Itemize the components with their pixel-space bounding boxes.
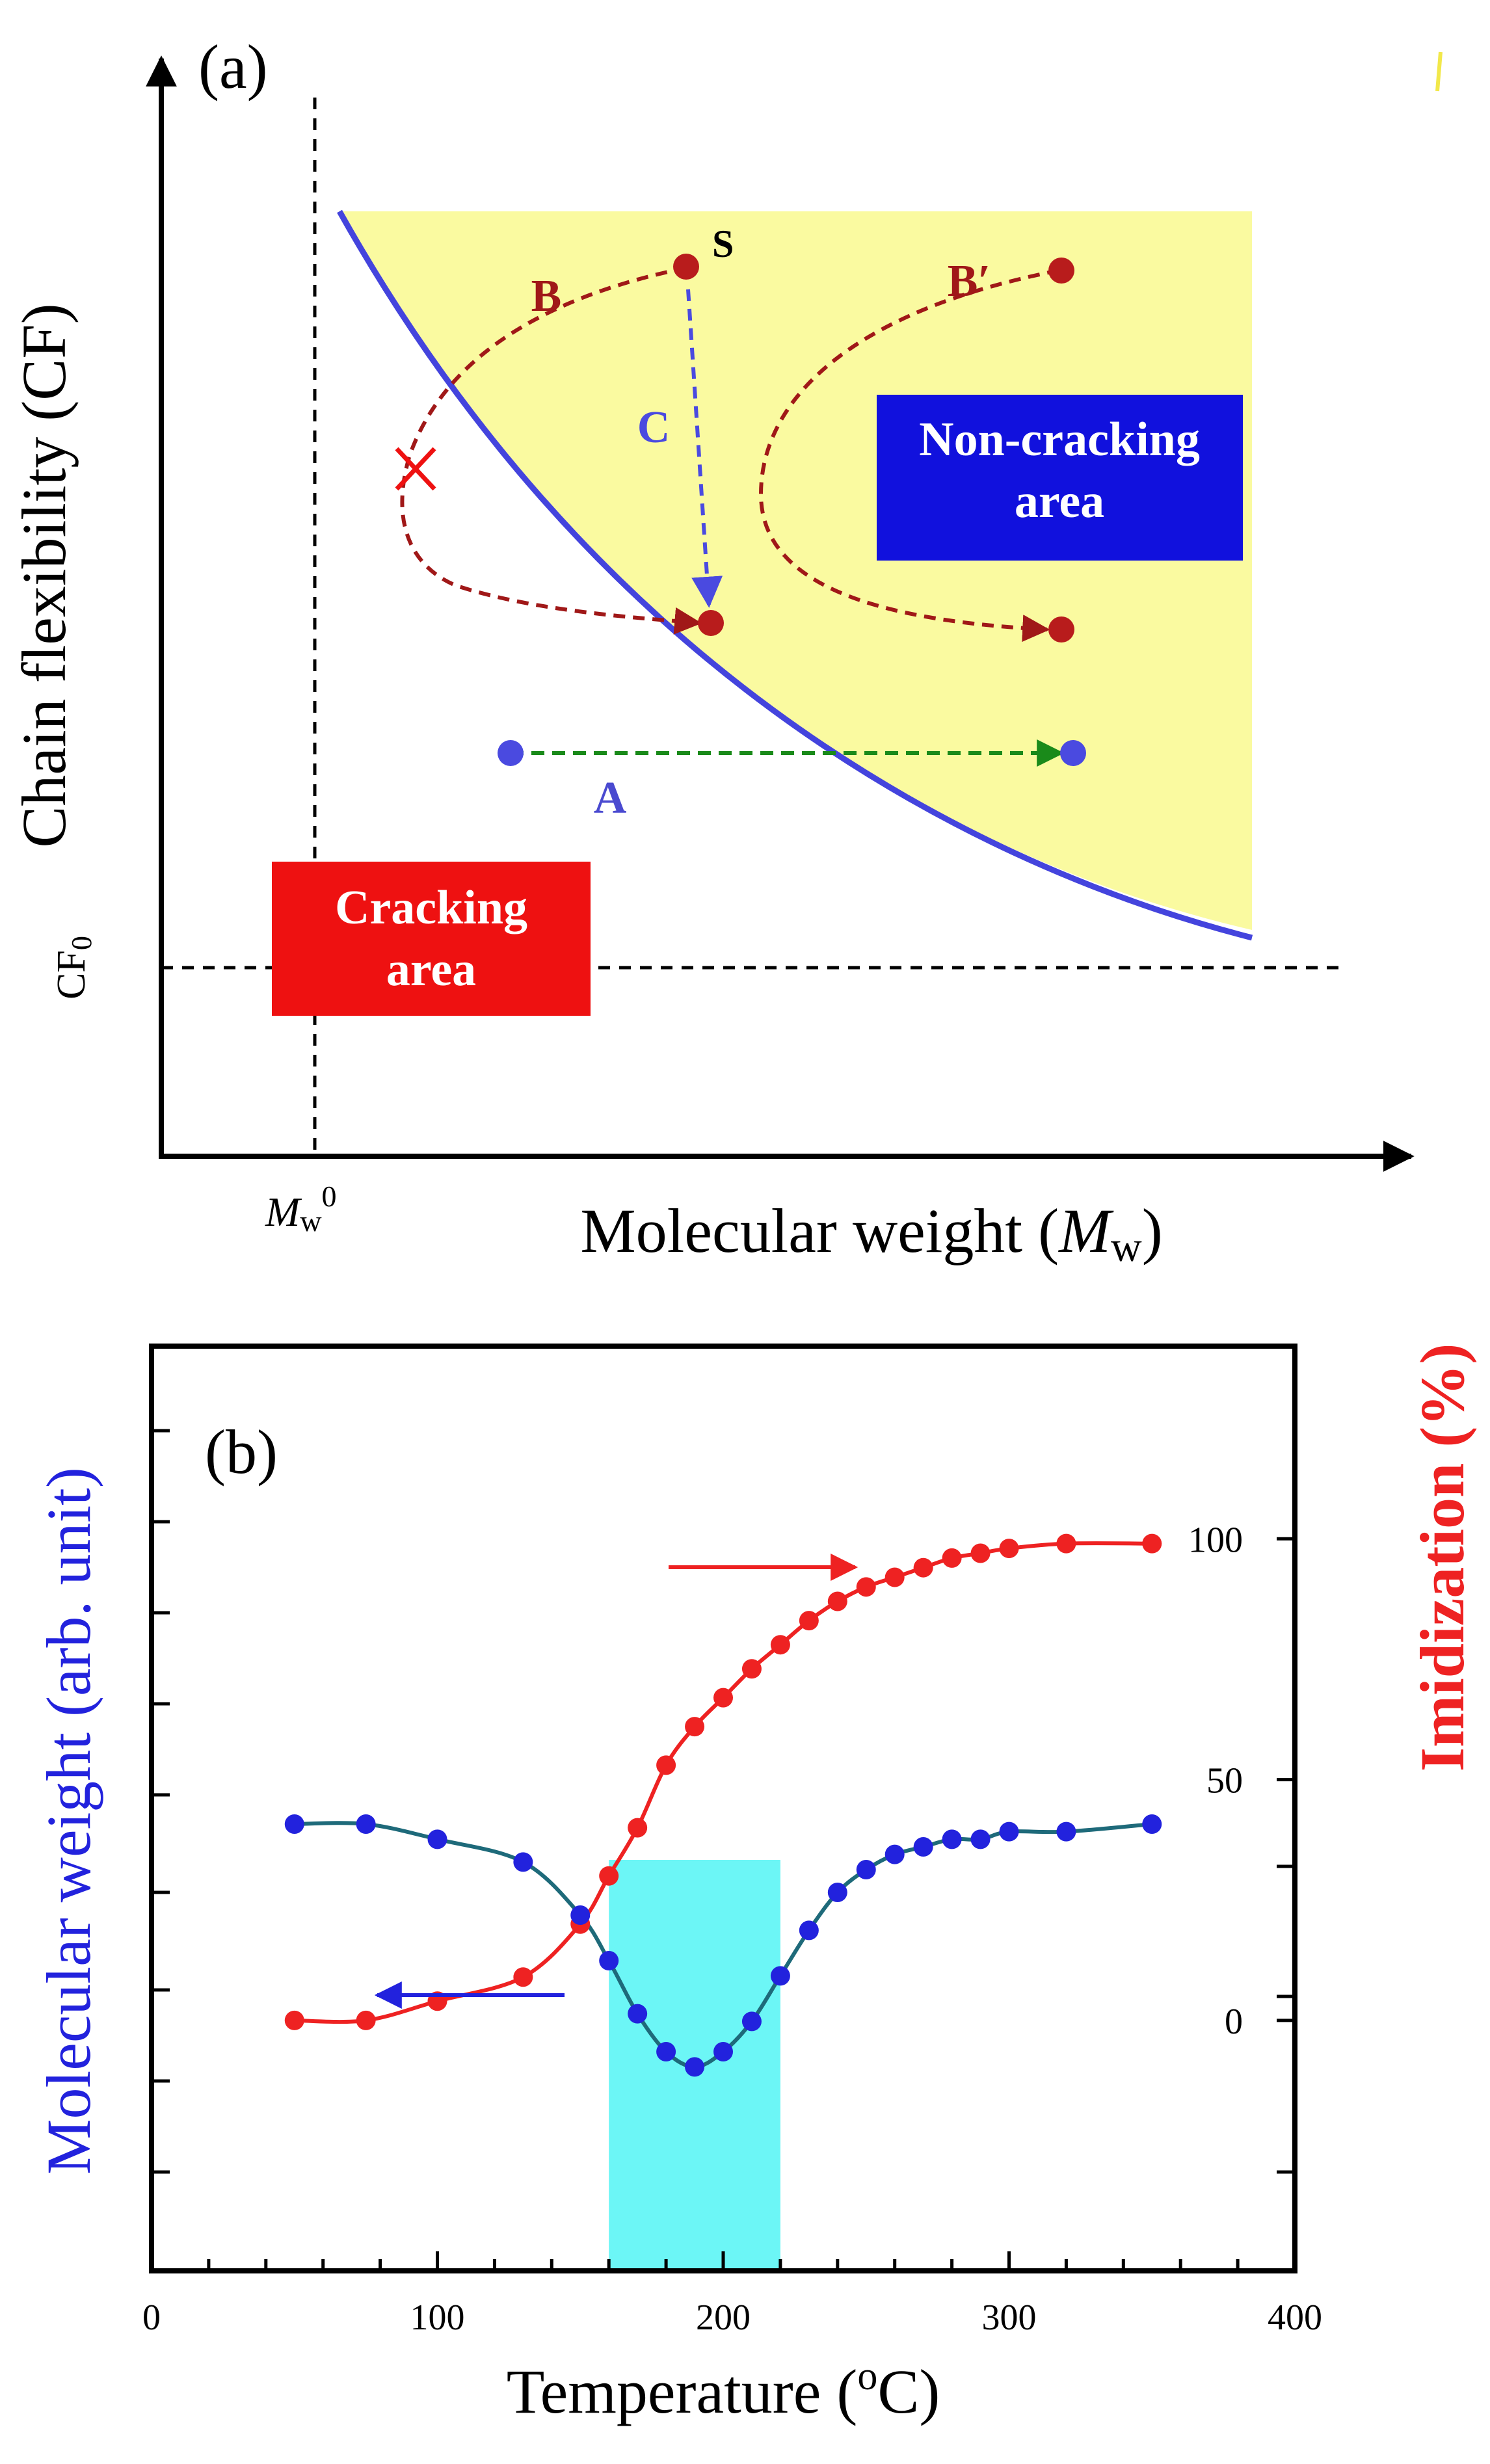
imidization-data-point xyxy=(913,1557,933,1578)
right-y-tick-label: 50 xyxy=(1206,1761,1243,1801)
molecular-weight-data-point xyxy=(885,1844,905,1864)
imidization-data-point xyxy=(999,1539,1019,1559)
failure-cross-icon xyxy=(395,447,436,491)
panel-a-x-axis-label: Molecular weight (Mw) xyxy=(580,1196,1162,1271)
path-b-prime-start-point xyxy=(1048,258,1074,284)
panel-b-right-axis-label: Imidization (%) xyxy=(1407,1344,1477,1772)
molecular-weight-data-point xyxy=(427,1829,447,1849)
mw0-label: Mw0 xyxy=(265,1180,337,1238)
imidization-data-point xyxy=(356,2010,376,2030)
path-b-end-point xyxy=(698,610,724,636)
x-tick-label: 400 xyxy=(1268,2298,1322,2338)
molecular-weight-data-point xyxy=(799,1920,819,1941)
imidization-data-point xyxy=(970,1543,991,1563)
imidization-data-point xyxy=(885,1567,905,1587)
panel-b-x-axis-label: Temperature (oC) xyxy=(507,2354,940,2426)
path-b-prime-label: B′ xyxy=(948,256,991,306)
path-a-start-point xyxy=(498,740,524,766)
molecular-weight-data-point xyxy=(656,2042,676,2061)
right-y-tick-label: 100 xyxy=(1188,1520,1243,1560)
path-a-label: A xyxy=(594,773,627,823)
imidization-data-point xyxy=(856,1577,876,1597)
imidization-data-point xyxy=(827,1591,847,1611)
x-tick-label: 300 xyxy=(982,2298,1037,2338)
imidization-data-point xyxy=(799,1611,819,1631)
molecular-weight-data-point xyxy=(942,1829,962,1849)
molecular-weight-data-point xyxy=(284,1814,304,1834)
imidization-data-point xyxy=(1142,1533,1162,1554)
molecular-weight-data-point xyxy=(741,2011,762,2032)
imidization-data-point xyxy=(713,1688,733,1708)
imidization-data-point xyxy=(942,1548,962,1568)
panel-b: 0 100 200 300 400 0 50 100 (b) Molecular weight… xyxy=(34,1344,1477,2426)
molecular-weight-data-point xyxy=(685,2057,705,2077)
noncracking-shaded-region xyxy=(339,211,1252,930)
noncracking-area-box xyxy=(877,395,1243,561)
noncracking-area-label-line2: area xyxy=(1015,475,1104,528)
path-b-label: B xyxy=(531,271,562,321)
imidization-data-point xyxy=(741,1659,762,1679)
panel-b-label: (b) xyxy=(205,1417,278,1487)
panel-a: Non-cracking area Cracking area A B B′ C… xyxy=(9,32,1443,1271)
imidization-data-point xyxy=(284,2010,304,2030)
molecular-weight-data-point xyxy=(856,1860,876,1879)
x-tick-label: 200 xyxy=(696,2298,751,2338)
panel-a-y-axis-label: Chain flexibility (CF) xyxy=(9,303,79,847)
molecular-weight-data-point xyxy=(999,1822,1019,1842)
cf0-label: CF0 xyxy=(49,936,98,1000)
imidization-data-point xyxy=(599,1866,619,1886)
imidization-data-point xyxy=(1056,1533,1076,1554)
cracking-area-label-line1: Cracking xyxy=(335,881,527,934)
molecular-weight-data-point xyxy=(1056,1822,1076,1842)
path-b-arrow xyxy=(400,266,702,635)
noncracking-area-label-line1: Non-cracking xyxy=(919,413,1200,466)
x-tick-label: 100 xyxy=(410,2298,465,2338)
imidization-data-point xyxy=(656,1755,676,1775)
molecular-weight-data-point xyxy=(827,1883,847,1902)
x-tick-label: 0 xyxy=(142,2298,161,2338)
path-c-arrow xyxy=(686,289,723,608)
cracking-area-box xyxy=(272,862,591,1016)
molecular-weight-data-point xyxy=(770,1966,790,1986)
molecular-weight-data-point xyxy=(570,1905,591,1925)
path-b-prime-end-point xyxy=(1048,616,1074,642)
imidization-data-point xyxy=(513,1967,533,1987)
cracking-area-label-line2: area xyxy=(386,943,476,996)
path-a-end-point xyxy=(1060,740,1086,766)
right-y-tick-label: 0 xyxy=(1225,2002,1243,2042)
stray-mark xyxy=(1435,51,1443,92)
molecular-weight-data-point xyxy=(628,2004,648,2024)
molecular-weight-data-point xyxy=(1142,1814,1162,1834)
molecular-weight-data-point xyxy=(599,1951,619,1970)
imidization-data-point xyxy=(628,1818,648,1838)
start-point-label: S xyxy=(712,222,734,265)
panel-b-left-axis-label: Molecular weight (arb. unit) xyxy=(34,1467,103,2175)
molecular-weight-data-point xyxy=(513,1852,533,1872)
path-b-start-point xyxy=(673,254,699,280)
molecular-weight-data-point xyxy=(356,1814,376,1834)
cracking-boundary-curve xyxy=(337,209,1253,941)
panel-a-label: (a) xyxy=(198,32,268,101)
molecular-weight-data-point xyxy=(913,1837,933,1857)
molecular-weight-data-point xyxy=(713,2042,733,2061)
molecular-weight-data-point xyxy=(970,1829,991,1849)
imidization-data-point xyxy=(685,1717,705,1737)
path-c-label: C xyxy=(637,403,671,453)
imidization-data-point xyxy=(770,1635,790,1655)
